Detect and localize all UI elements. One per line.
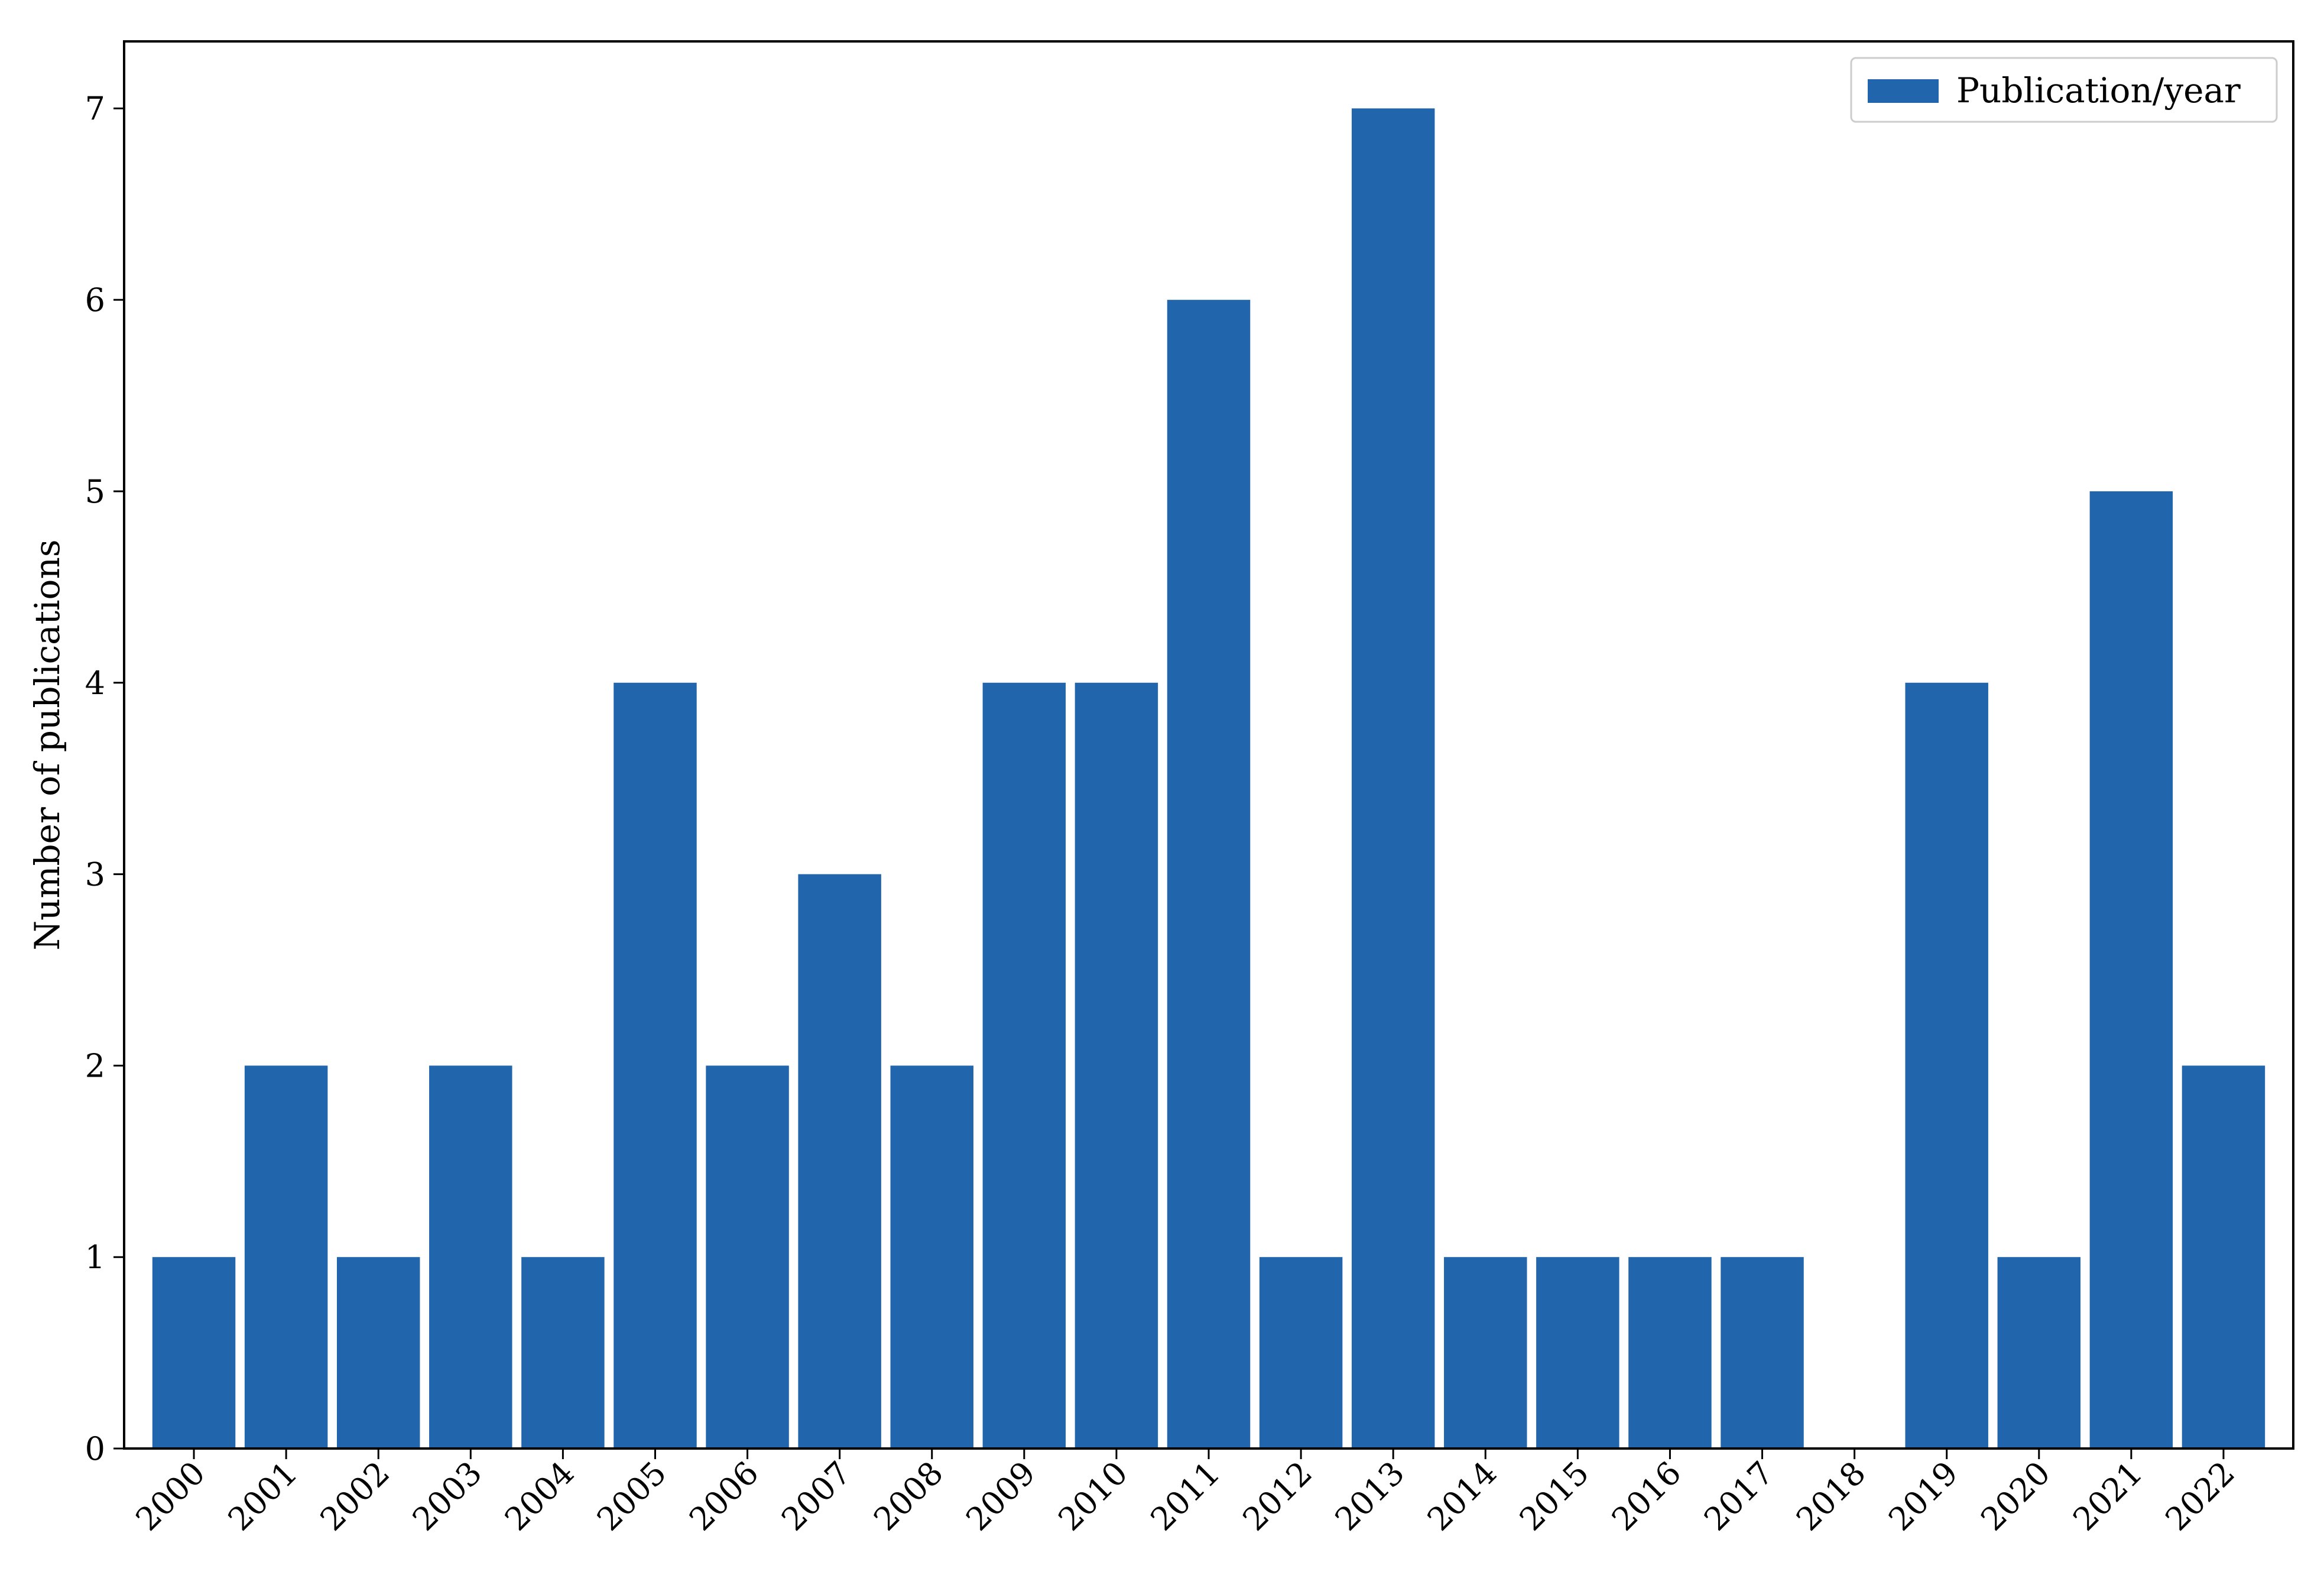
bar-2001 xyxy=(244,1065,328,1449)
bar-2022 xyxy=(2182,1065,2265,1449)
bar-2009 xyxy=(982,682,1066,1449)
y-tick-label: 5 xyxy=(85,473,105,510)
bar-2005 xyxy=(614,682,697,1449)
bar-2020 xyxy=(1997,1257,2081,1449)
bar-2010 xyxy=(1075,682,1158,1449)
bar-2017 xyxy=(1721,1257,1804,1449)
bar-2003 xyxy=(429,1065,512,1449)
legend-label: Publication/year xyxy=(1956,70,2241,111)
legend-swatch xyxy=(1868,79,1939,103)
y-tick-label: 4 xyxy=(85,665,105,702)
y-tick-label: 6 xyxy=(85,281,105,319)
bar-2014 xyxy=(1444,1257,1527,1449)
y-axis-ticks: 0 1 2 3 4 5 6 7 xyxy=(85,90,124,1467)
y-tick-label: 0 xyxy=(85,1430,105,1467)
bar-2004 xyxy=(521,1257,605,1449)
legend-box xyxy=(1850,57,2278,123)
y-tick-label: 3 xyxy=(85,856,105,893)
bar-2015 xyxy=(1536,1257,1619,1449)
y-tick-label: 7 xyxy=(85,90,105,127)
bar-2007 xyxy=(798,874,881,1449)
bar-2019 xyxy=(1905,682,1988,1449)
bar-2002 xyxy=(336,1257,420,1449)
y-axis-label: Number of publications xyxy=(27,539,67,950)
bars-group xyxy=(152,108,2265,1450)
bar-2016 xyxy=(1628,1257,1712,1449)
plot-frame xyxy=(123,40,2294,1450)
bar-2006 xyxy=(706,1065,789,1449)
bar-2000 xyxy=(152,1257,236,1449)
legend: Publication/year xyxy=(1850,57,2278,123)
y-tick-label: 2 xyxy=(85,1047,105,1084)
y-tick-label: 1 xyxy=(85,1239,105,1276)
bar-2021 xyxy=(2089,491,2173,1449)
bar-2012 xyxy=(1259,1257,1343,1449)
bar-2008 xyxy=(890,1065,973,1449)
bar-2011 xyxy=(1167,300,1251,1449)
bar-2013 xyxy=(1351,108,1435,1449)
